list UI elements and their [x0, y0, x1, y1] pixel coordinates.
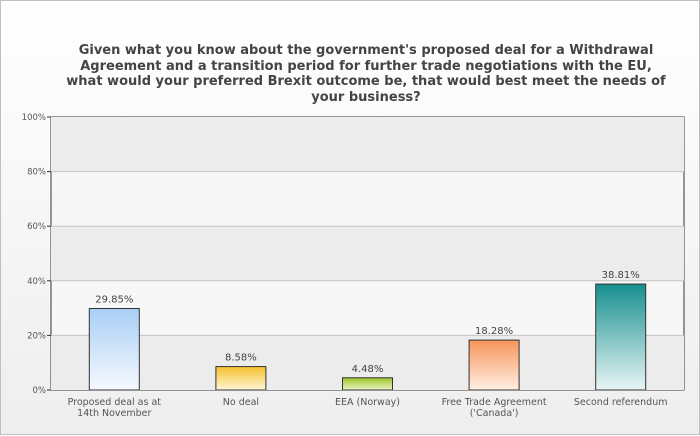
category-label: EEA (Norway): [335, 397, 400, 408]
y-tick-label: 80%: [27, 168, 46, 178]
y-tick-label: 100%: [22, 113, 46, 123]
bar: [215, 366, 267, 391]
category-label: Free Trade Agreement: [442, 397, 547, 408]
bar: [468, 339, 520, 391]
data-label: 8.58%: [225, 353, 257, 364]
category-label: 14th November: [77, 408, 151, 419]
y-tick-label: 60%: [27, 222, 46, 232]
category-label: No deal: [223, 397, 259, 408]
data-label: 18.28%: [475, 326, 513, 337]
grid-band: [51, 226, 684, 281]
category-label: ('Canada'): [470, 408, 519, 419]
bar: [595, 283, 647, 391]
data-label: 38.81%: [602, 270, 640, 281]
chart-title: Given what you know about the government…: [66, 43, 666, 105]
category-label: Second referendum: [574, 397, 668, 408]
data-label: 4.48%: [352, 364, 384, 375]
y-tick-label: 20%: [27, 331, 46, 341]
bar: [342, 377, 393, 391]
bar: [88, 308, 140, 391]
data-label: 29.85%: [95, 295, 133, 306]
category-label: Proposed deal as at: [68, 397, 162, 408]
grid-band: [51, 117, 684, 172]
y-tick-label: 0%: [33, 386, 47, 396]
y-tick-label: 40%: [27, 277, 46, 287]
